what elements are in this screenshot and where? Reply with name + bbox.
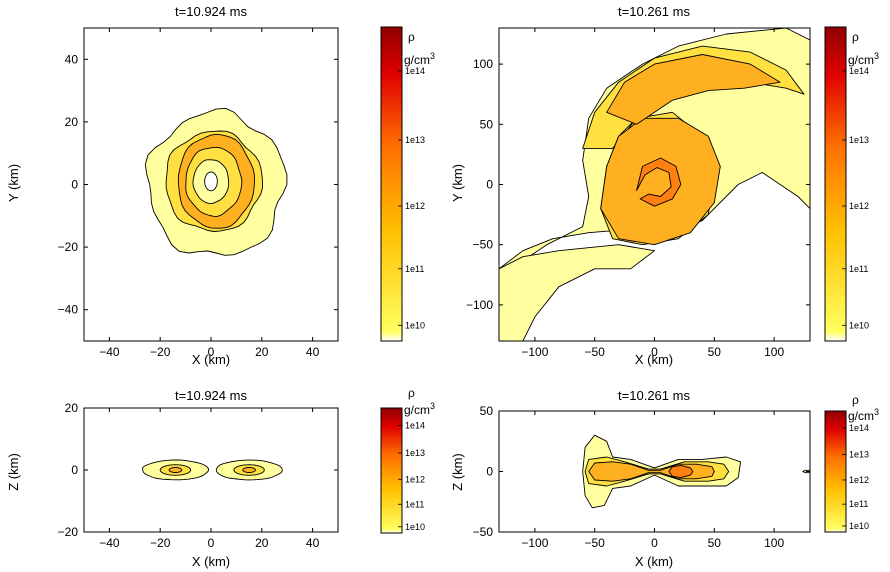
colorbar-tick-label: 1e11 xyxy=(849,264,868,274)
colorbar-tick-label: 1e10 xyxy=(849,320,869,330)
x-tick-label: −50 xyxy=(585,536,606,550)
plot-title: t=10.924 ms xyxy=(175,4,247,19)
colorbar-tick-label: 1e12 xyxy=(849,475,869,485)
colorbar-unit-label: g/cm3 xyxy=(848,407,879,423)
contour-layer xyxy=(582,434,810,509)
colorbar-tick-label: 1e13 xyxy=(849,135,869,145)
x-tick-label: 50 xyxy=(708,345,722,359)
colorbar-tick-label: 1e12 xyxy=(405,201,425,211)
x-tick-label: −40 xyxy=(99,536,120,550)
y-tick-label: 50 xyxy=(480,404,494,418)
y-tick-label: −100 xyxy=(466,298,493,312)
density-contour-1e12 xyxy=(600,117,721,246)
colorbar-tick-label: 1e11 xyxy=(405,264,424,274)
x-tick-label: −50 xyxy=(585,345,606,359)
density-contour-1e13 xyxy=(636,157,682,207)
panel-top-right: t=10.261 ms X (km) Y (km) ρ g/cm3 −100 −5… xyxy=(450,4,879,367)
plot-title: t=10.261 ms xyxy=(618,388,690,403)
colorbar-tick-label: 1e13 xyxy=(849,450,869,460)
colorbar xyxy=(824,26,847,342)
y-axis-label: Y (km) xyxy=(6,164,21,202)
contour-layer xyxy=(499,28,810,341)
colorbar-unit-label: g/cm3 xyxy=(404,401,435,417)
density-contour-1e10 xyxy=(499,244,655,341)
x-tick-label: 0 xyxy=(208,536,215,550)
colorbar xyxy=(380,407,403,534)
x-axis-label: X (km) xyxy=(635,554,673,569)
x-tick-label: 0 xyxy=(651,536,658,550)
colorbar-tick-label: 1e10 xyxy=(405,320,425,330)
colorbar-tick-label: 1e11 xyxy=(405,499,424,509)
colorbar-tick-label: 1e10 xyxy=(849,521,869,531)
x-tick-label: 40 xyxy=(306,536,320,550)
colorbar-tick-label: 1e13 xyxy=(405,135,425,145)
x-tick-label: 50 xyxy=(708,536,722,550)
y-tick-label: 20 xyxy=(65,401,79,415)
density-contour-1e12 xyxy=(242,467,256,473)
x-tick-label: 0 xyxy=(651,345,658,359)
y-tick-label: −40 xyxy=(58,303,79,317)
plot-title: t=10.924 ms xyxy=(175,388,247,403)
x-tick-label: −100 xyxy=(521,345,548,359)
y-tick-label: −50 xyxy=(473,238,494,252)
x-axis-label: X (km) xyxy=(192,554,230,569)
colorbar-tick-label: 1e14 xyxy=(405,66,425,76)
contour-layer xyxy=(144,107,288,256)
x-tick-label: 20 xyxy=(255,345,269,359)
density-contour-1e12 xyxy=(606,54,781,125)
y-tick-label: −50 xyxy=(473,525,494,539)
x-tick-label: 40 xyxy=(306,345,320,359)
plot-area xyxy=(84,408,338,532)
contour-layer xyxy=(142,459,283,481)
y-tick-label: −20 xyxy=(58,240,79,254)
x-tick-label: −20 xyxy=(150,536,171,550)
panel-bottom-left: t=10.924 ms X (km) Z (km) ρ g/cm3 −40 −20… xyxy=(6,386,435,569)
y-tick-label: −20 xyxy=(58,525,79,539)
x-tick-label: −20 xyxy=(150,345,171,359)
y-tick-label: 20 xyxy=(65,115,79,129)
colorbar-tick-label: 1e10 xyxy=(405,522,425,532)
y-tick-label: 0 xyxy=(486,178,493,192)
x-tick-label: 20 xyxy=(255,536,269,550)
density-contour-1e12 xyxy=(168,467,183,473)
x-tick-label: 0 xyxy=(208,345,215,359)
colorbar xyxy=(380,26,403,342)
y-tick-label: 40 xyxy=(65,52,79,66)
y-tick-label: 0 xyxy=(486,465,493,479)
colorbar-tick-label: 1e14 xyxy=(405,421,425,431)
colorbar-rho-label: ρ xyxy=(408,30,415,44)
x-tick-label: −40 xyxy=(99,345,120,359)
panel-top-left: t=10.924 ms X (km) Y (km) ρ g/cm3 −40 −20… xyxy=(6,4,435,367)
colorbar-rho-label: ρ xyxy=(408,386,415,400)
colorbar-rho-label: ρ xyxy=(852,30,859,44)
y-axis-label: Z (km) xyxy=(6,453,21,491)
y-tick-label: 50 xyxy=(480,117,494,131)
y-axis-label: Y (km) xyxy=(450,164,465,202)
colorbar-unit-label: g/cm3 xyxy=(404,51,435,67)
y-axis-label: Z (km) xyxy=(450,453,465,491)
density-contour-1e13 xyxy=(668,464,694,479)
colorbar-tick-label: 1e12 xyxy=(405,474,425,484)
colorbar-tick-label: 1e13 xyxy=(405,448,425,458)
colorbar-unit-label: g/cm3 xyxy=(848,51,879,67)
x-axis-label: X (km) xyxy=(192,352,230,367)
x-tick-label: 100 xyxy=(764,345,784,359)
colorbar-tick-label: 1e12 xyxy=(849,201,869,211)
colorbar xyxy=(824,410,847,533)
x-tick-label: −100 xyxy=(521,536,548,550)
colorbar-tick-label: 1e14 xyxy=(849,423,869,433)
colorbar-tick-label: 1e11 xyxy=(849,499,868,509)
colorbar-rho-label: ρ xyxy=(852,393,859,407)
plot-title: t=10.261 ms xyxy=(618,4,690,19)
colorbar-tick-label: 1e14 xyxy=(849,66,869,76)
y-tick-label: 100 xyxy=(473,57,493,71)
y-tick-label: 0 xyxy=(71,463,78,477)
density-contour-none xyxy=(204,171,218,192)
panel-bottom-right: t=10.261 ms X (km) Z (km) ρ g/cm3 −100 −5… xyxy=(450,388,879,569)
y-tick-label: 0 xyxy=(71,178,78,192)
x-tick-label: 100 xyxy=(764,536,784,550)
x-axis-label: X (km) xyxy=(635,352,673,367)
